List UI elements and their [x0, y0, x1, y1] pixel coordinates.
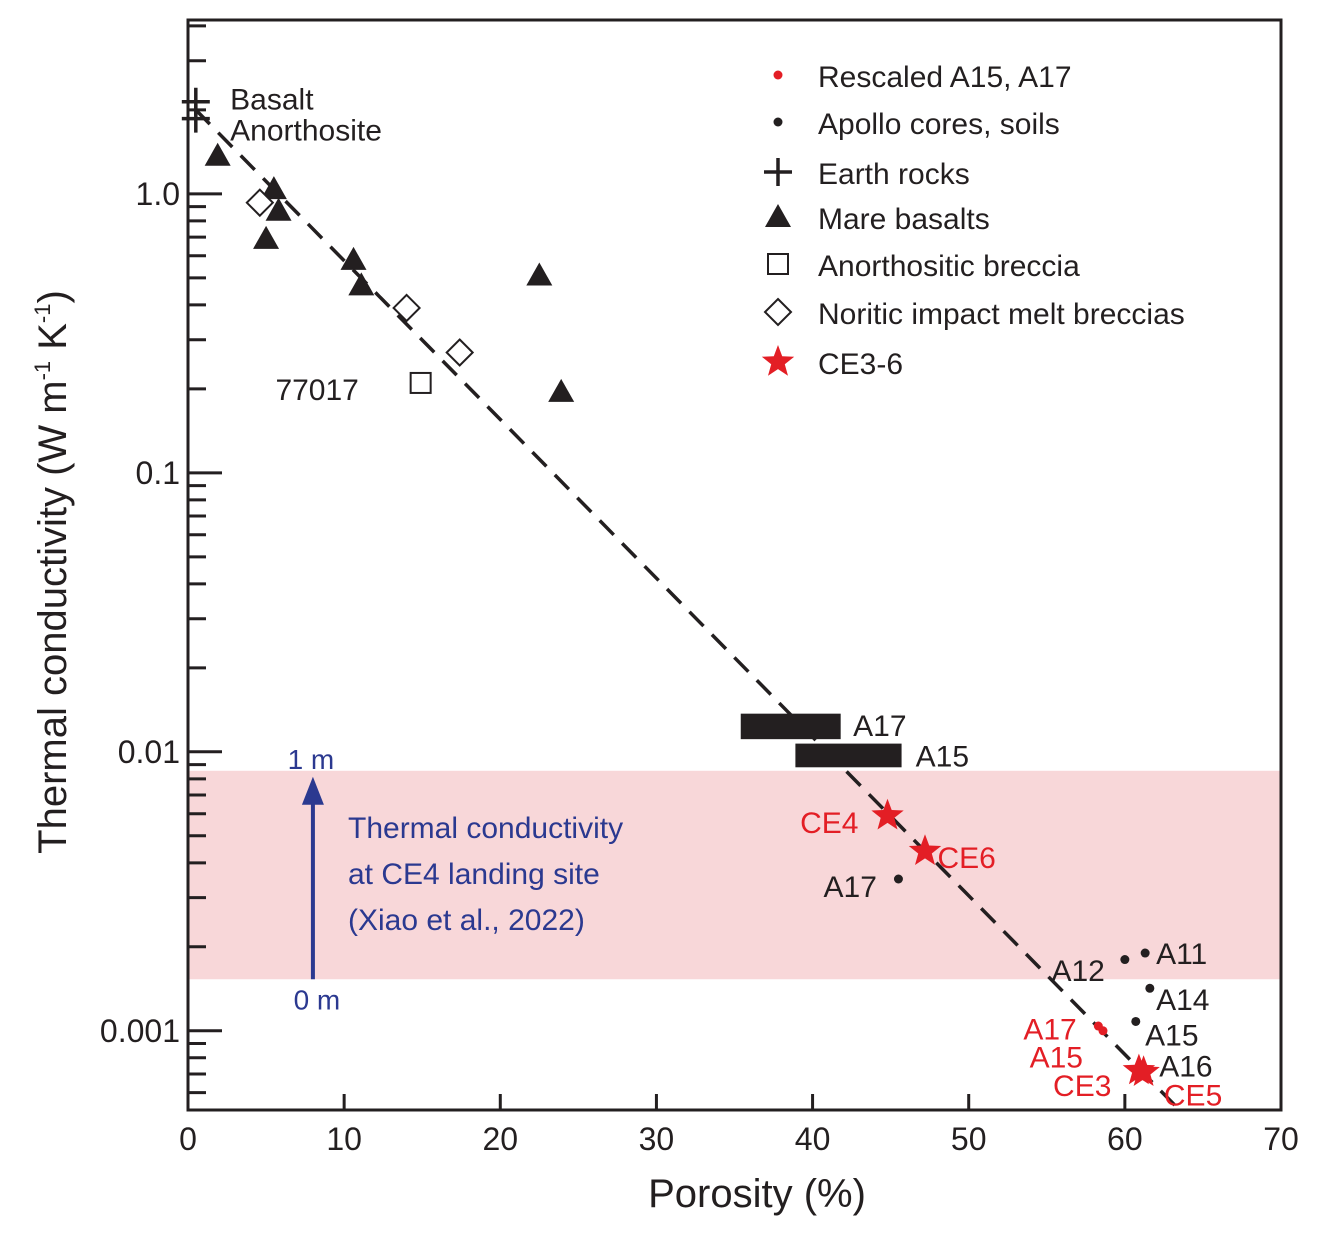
x-tick-label: 30 — [639, 1121, 675, 1157]
point-label: A17 — [824, 871, 877, 904]
legend-marker-dot — [773, 70, 783, 80]
legend-marker-square — [767, 253, 789, 275]
point-label: Anorthosite — [230, 115, 382, 148]
legend-label: Mare basalts — [818, 203, 990, 236]
mare-basalts-point — [253, 225, 280, 249]
y-tick-label: 1.0 — [136, 176, 180, 212]
range-bar-a15 — [795, 743, 902, 768]
y-tick-label: 0.01 — [118, 734, 180, 770]
x-tick-label: 0 — [179, 1121, 197, 1157]
band-label-line: (Xiao et al., 2022) — [348, 904, 585, 937]
legend-label: Apollo cores, soils — [818, 108, 1060, 141]
point-label: 77017 — [275, 374, 358, 407]
point-label: A17 — [853, 710, 906, 743]
x-tick-label: 40 — [795, 1121, 831, 1157]
legend-marker-triangle — [765, 204, 791, 227]
point-label: A11 — [1156, 938, 1207, 971]
point-label: A12 — [1051, 955, 1104, 988]
apollo-cores-soils-point — [893, 874, 903, 884]
legend-marker-star — [761, 345, 795, 376]
arrow-label-top: 1 m — [288, 744, 335, 775]
noritic-impact-melt-breccias-point — [245, 188, 275, 218]
arrow-label-bottom: 0 m — [294, 984, 341, 1015]
y-tick-label: 0.1 — [136, 455, 180, 491]
range-bar-a17 — [740, 713, 841, 740]
noritic-impact-melt-breccias-point — [392, 293, 422, 323]
plot-frame — [186, 18, 1283, 1112]
arrow-head-icon — [301, 776, 324, 805]
mare-basalts-point — [204, 142, 231, 166]
mare-basalts-point — [340, 246, 367, 270]
point-label: CE5 — [1164, 1080, 1222, 1113]
point-label: A15 — [1145, 1019, 1198, 1052]
point-label: A17 — [1023, 1013, 1076, 1046]
ce4-band — [188, 770, 1281, 980]
rescaled-a15-a17-point — [1098, 1026, 1108, 1036]
point-label: A15 — [1030, 1041, 1083, 1074]
point-label: A14 — [1156, 984, 1209, 1017]
apollo-cores-soils-point — [1120, 955, 1130, 965]
legend-marker-dot — [773, 117, 783, 127]
point-label: A16 — [1159, 1051, 1212, 1084]
mare-basalts-point — [526, 262, 553, 286]
legend-marker-plus — [764, 158, 792, 186]
ce3-6-point — [871, 798, 904, 830]
band-label-line: Thermal conductivity — [348, 812, 623, 845]
apollo-cores-soils-point — [1131, 1016, 1141, 1026]
legend-label: Noritic impact melt breccias — [818, 298, 1185, 331]
legend-label: Anorthositic breccia — [818, 250, 1080, 283]
band-label-line: at CE4 landing site — [348, 858, 600, 891]
x-axis-label: Porosity (%) — [648, 1172, 866, 1216]
x-tick-label: 60 — [1107, 1121, 1143, 1157]
point-label: CE4 — [800, 807, 858, 840]
point-label: CE6 — [937, 842, 995, 875]
point-label: A15 — [916, 740, 969, 773]
apollo-cores-soils-point — [1140, 948, 1150, 958]
mare-basalts-point — [260, 176, 287, 200]
legend-label: Earth rocks — [818, 158, 970, 191]
ce3-6-point — [1127, 1055, 1160, 1086]
apollo-cores-soils-point — [1145, 983, 1155, 993]
y-axis-label: Thermal conductivity (W m-1 K-1) — [30, 290, 75, 854]
y-tick-label: 0.001 — [100, 1013, 180, 1049]
x-tick-label: 50 — [951, 1121, 987, 1157]
point-label: CE3 — [1053, 1070, 1111, 1103]
noritic-impact-melt-breccias-point — [445, 338, 475, 367]
x-tick-label: 70 — [1263, 1121, 1299, 1157]
mare-basalts-point — [348, 272, 375, 296]
mare-basalts-point — [548, 378, 575, 402]
ce3-6-point — [908, 834, 942, 865]
earth-rocks-point — [181, 104, 210, 133]
mare-basalts-point — [265, 197, 292, 221]
anorthositic-breccia-point — [409, 371, 432, 394]
x-tick-label: 20 — [482, 1121, 518, 1157]
point-label: Basalt — [230, 83, 314, 116]
legend-marker-diamond — [763, 297, 793, 327]
legend-label: Rescaled A15, A17 — [818, 61, 1072, 94]
x-tick-label: 10 — [326, 1121, 362, 1157]
legend-label: CE3-6 — [818, 348, 903, 381]
